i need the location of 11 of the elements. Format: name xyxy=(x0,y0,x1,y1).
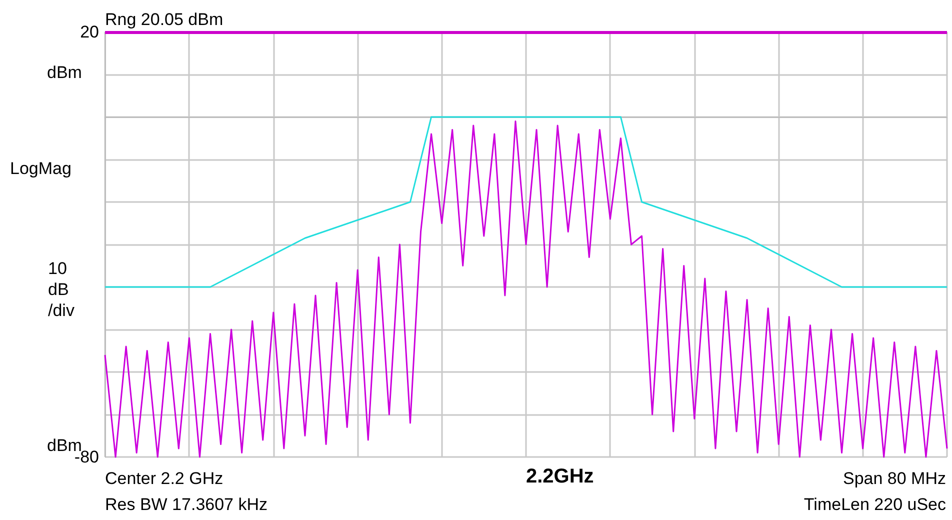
text: Center 2.2 GHz xyxy=(105,469,224,488)
ref-line-label: Rng 20.05 dBm xyxy=(105,10,224,29)
y-axis-title: LogMag xyxy=(10,159,72,178)
y-tick-label: 20 xyxy=(80,22,99,42)
text: 10 dB /div xyxy=(48,259,75,320)
text: TimeLen 220 uSec xyxy=(804,495,946,514)
line-series xyxy=(104,116,948,288)
text: Span 80 MHz xyxy=(843,469,946,488)
text: Res BW 17.3607 kHz xyxy=(105,495,268,514)
text: dBm xyxy=(47,63,82,82)
text: 2.2GHz xyxy=(526,466,594,488)
